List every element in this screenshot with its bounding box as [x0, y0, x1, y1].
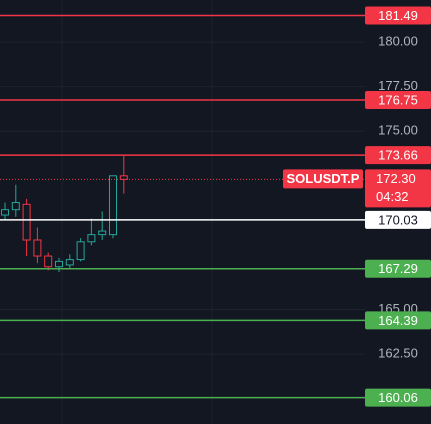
- price-tag-label: 181.49: [378, 8, 418, 23]
- y-tick-label: 177.50: [378, 78, 418, 93]
- price-tag-label: 173.66: [378, 148, 418, 163]
- price-tag: [365, 6, 431, 25]
- candle-body: [1, 209, 9, 216]
- price-tag-label: 167.29: [378, 261, 418, 276]
- price-tag: [365, 311, 431, 330]
- candle-body: [87, 234, 96, 243]
- price-tag: [365, 146, 431, 165]
- candle-body: [65, 259, 74, 266]
- candle-body: [33, 239, 42, 257]
- candle-body: [98, 230, 107, 236]
- candle-body: [55, 260, 63, 268]
- candle-body: [119, 175, 128, 180]
- last-price-tag: [365, 169, 431, 208]
- price-tag-label: 164.39: [378, 313, 418, 328]
- price-tag: [365, 259, 431, 278]
- price-tag: [365, 210, 431, 229]
- y-tick-label: 162.50: [378, 346, 418, 361]
- price-tag: [365, 91, 431, 110]
- candle-body: [109, 175, 117, 236]
- y-tick-label: 175.00: [378, 123, 418, 138]
- symbol-tag: [283, 169, 363, 189]
- price-tag-label: 176.75: [378, 92, 418, 107]
- price-tag-label: 170.03: [378, 212, 418, 227]
- candle-body: [11, 202, 20, 211]
- symbol-label: SOLUSDT.P: [287, 171, 360, 186]
- price-tag: [365, 388, 431, 407]
- candle-body: [44, 255, 53, 268]
- y-tick-label: 180.00: [378, 34, 418, 49]
- countdown-label: 04:32: [376, 189, 409, 204]
- last-price-label: 172.30: [376, 171, 416, 186]
- price-tag-label: 160.06: [378, 390, 418, 405]
- candle-body: [76, 241, 85, 261]
- candle-body: [22, 203, 31, 241]
